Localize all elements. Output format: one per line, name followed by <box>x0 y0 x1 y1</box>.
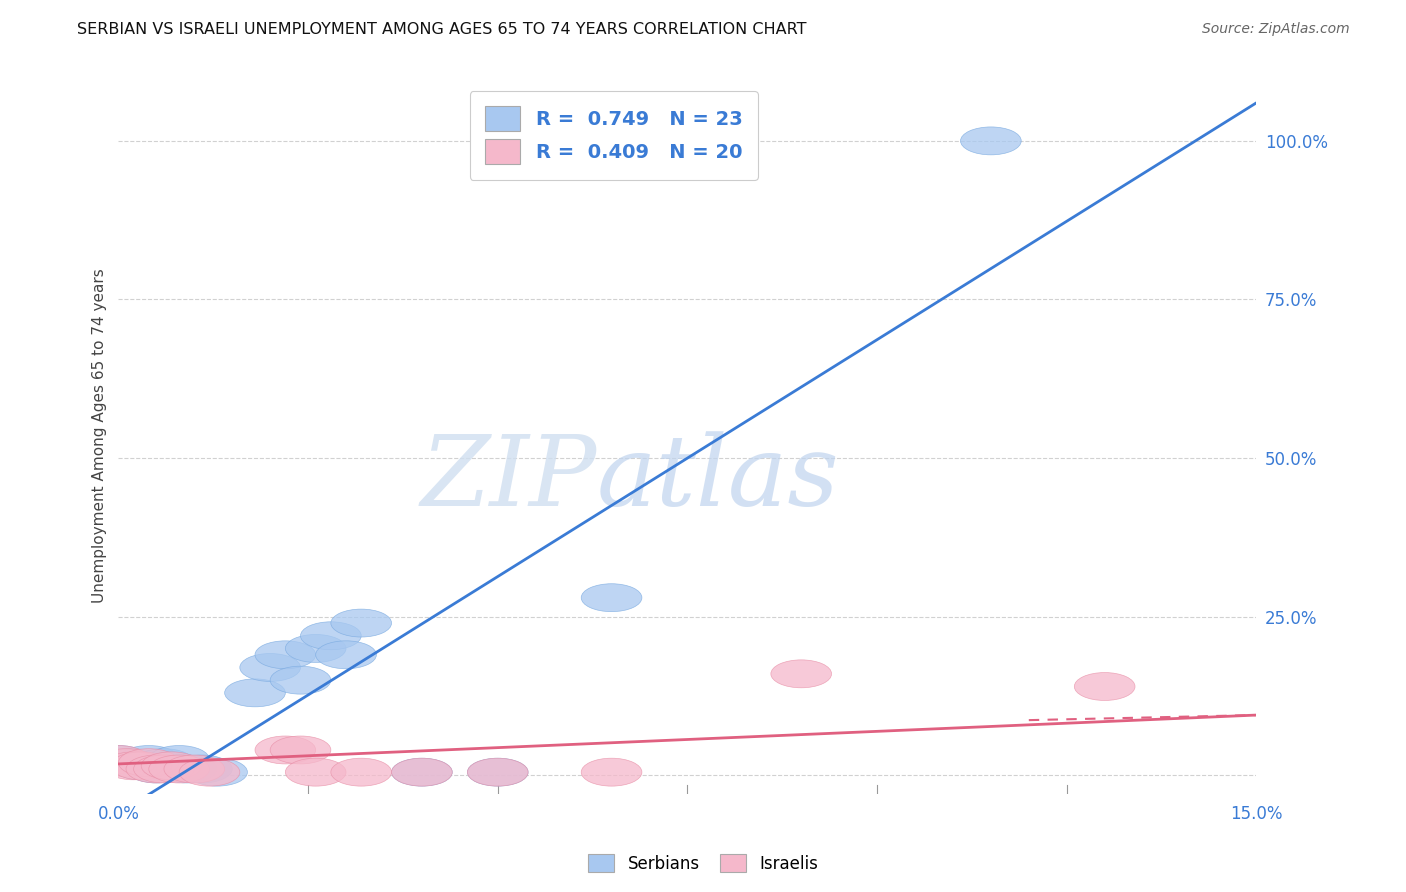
Ellipse shape <box>467 758 529 786</box>
Ellipse shape <box>960 127 1021 155</box>
Ellipse shape <box>770 660 831 688</box>
Ellipse shape <box>316 640 377 669</box>
Ellipse shape <box>581 583 643 612</box>
Ellipse shape <box>240 654 301 681</box>
Ellipse shape <box>89 746 149 773</box>
Ellipse shape <box>330 758 391 786</box>
Ellipse shape <box>103 752 165 780</box>
Ellipse shape <box>141 752 202 780</box>
Ellipse shape <box>301 622 361 649</box>
Ellipse shape <box>172 755 232 783</box>
Ellipse shape <box>285 758 346 786</box>
Legend: Serbians, Israelis: Serbians, Israelis <box>581 847 825 880</box>
Text: atlas: atlas <box>596 431 839 526</box>
Ellipse shape <box>96 748 156 777</box>
Ellipse shape <box>134 748 194 777</box>
Ellipse shape <box>391 758 453 786</box>
Ellipse shape <box>285 634 346 663</box>
Text: Source: ZipAtlas.com: Source: ZipAtlas.com <box>1202 22 1350 37</box>
Y-axis label: Unemployment Among Ages 65 to 74 years: Unemployment Among Ages 65 to 74 years <box>93 268 107 603</box>
Ellipse shape <box>270 666 330 694</box>
Text: SERBIAN VS ISRAELI UNEMPLOYMENT AMONG AGES 65 TO 74 YEARS CORRELATION CHART: SERBIAN VS ISRAELI UNEMPLOYMENT AMONG AG… <box>77 22 807 37</box>
Ellipse shape <box>127 755 187 783</box>
Text: ZIP: ZIP <box>420 431 596 526</box>
Ellipse shape <box>103 748 165 777</box>
Ellipse shape <box>118 746 179 773</box>
Ellipse shape <box>165 755 225 783</box>
Ellipse shape <box>111 752 172 780</box>
Ellipse shape <box>581 758 643 786</box>
Ellipse shape <box>270 736 330 764</box>
Ellipse shape <box>225 679 285 706</box>
Ellipse shape <box>391 758 453 786</box>
Ellipse shape <box>149 755 209 783</box>
Ellipse shape <box>187 758 247 786</box>
Ellipse shape <box>111 752 172 780</box>
Ellipse shape <box>89 746 149 773</box>
Ellipse shape <box>127 755 187 783</box>
Ellipse shape <box>141 752 202 780</box>
Ellipse shape <box>179 758 240 786</box>
Ellipse shape <box>149 746 209 773</box>
Ellipse shape <box>156 755 217 783</box>
Ellipse shape <box>118 748 179 777</box>
Ellipse shape <box>467 758 529 786</box>
Ellipse shape <box>254 640 316 669</box>
Ellipse shape <box>134 755 194 783</box>
Ellipse shape <box>1074 673 1135 700</box>
Legend: R =  0.749   N = 23, R =  0.409   N = 20: R = 0.749 N = 23, R = 0.409 N = 20 <box>470 91 758 179</box>
Ellipse shape <box>254 736 316 764</box>
Ellipse shape <box>330 609 391 637</box>
